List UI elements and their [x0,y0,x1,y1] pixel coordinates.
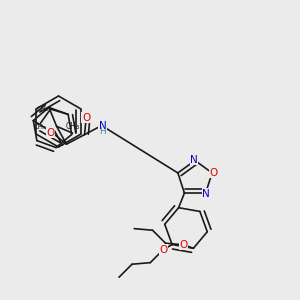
Text: O: O [46,128,55,138]
Text: O: O [209,168,218,178]
Text: CH₃: CH₃ [65,122,80,131]
Text: N: N [202,189,210,199]
Text: H: H [99,127,106,136]
Text: CH₃: CH₃ [34,124,47,130]
Text: CH₂: CH₂ [36,106,49,112]
Text: N: N [99,121,106,131]
Text: O: O [159,244,167,255]
Text: O: O [180,240,188,250]
Text: N: N [190,155,198,165]
Text: O: O [82,112,90,123]
